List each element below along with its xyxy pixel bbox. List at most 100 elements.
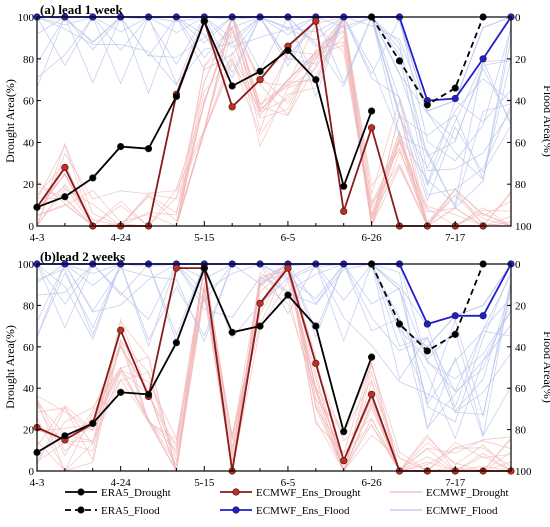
- x-tick-label: 7-17: [445, 232, 466, 244]
- panel-title: (b)lead 2 weeks: [40, 249, 125, 264]
- point-era5-drought: [89, 174, 97, 182]
- left-tick-label: 100: [18, 259, 35, 271]
- point-era5-drought: [228, 82, 236, 90]
- plot-frame: [36, 263, 512, 472]
- point-ecmwf-ens-drought: [284, 264, 292, 272]
- ensemble-flood-member: [36, 16, 512, 209]
- ensemble-flood-member: [36, 263, 512, 417]
- legend-item-ecmwf-ens-flood: ECMWF_Ens_Flood: [220, 505, 350, 517]
- point-ecmwf-ens-drought: [340, 457, 348, 465]
- main-series: [33, 260, 515, 475]
- left-tick-label: 20: [23, 425, 35, 437]
- right-tick-label: 100: [515, 221, 532, 233]
- main-series: [33, 13, 515, 230]
- legend-label: ECMWF_Flood: [426, 505, 498, 517]
- left-axis-label: Drought Area(%): [3, 79, 17, 163]
- point-ecmwf-ens-flood: [451, 94, 459, 103]
- ensemble-drought-member: [36, 15, 512, 227]
- point-era5-drought: [117, 142, 125, 151]
- left-tick-label: 40: [23, 383, 35, 395]
- right-tick-label: 40: [515, 96, 527, 108]
- right-tick-label: 80: [515, 179, 527, 191]
- left-tick-label: 80: [23, 300, 35, 312]
- point-era5-drought: [284, 46, 292, 55]
- point-ecmwf-ens-drought: [228, 103, 236, 111]
- point-ecmwf-ens-flood: [479, 55, 487, 63]
- ensemble-flood-member: [37, 263, 512, 405]
- left-tick-label: 0: [29, 466, 35, 478]
- left-tick-label: 60: [23, 96, 35, 108]
- point-era5-drought: [256, 322, 264, 330]
- point-era5-drought: [172, 92, 181, 101]
- right-tick-label: 60: [515, 383, 527, 395]
- point-era5-drought: [89, 419, 97, 427]
- legend-marker: [77, 506, 85, 514]
- point-era5-flood: [395, 57, 404, 65]
- point-ecmwf-ens-drought: [367, 390, 376, 399]
- x-tick-label: 7-17: [445, 477, 466, 489]
- legend-label: ECMWF_Drought: [426, 487, 509, 499]
- right-tick-label: 20: [515, 54, 527, 66]
- x-tick-label: 6-26: [362, 477, 383, 489]
- ensemble-drought-lines: [36, 15, 512, 228]
- point-ecmwf-ens-drought: [61, 163, 69, 172]
- ensemble-flood-member: [36, 16, 512, 157]
- ensemble-flood-member: [37, 16, 512, 141]
- ensemble-drought-member: [36, 15, 512, 227]
- point-era5-flood: [451, 84, 459, 92]
- ensemble-flood-lines: [36, 15, 512, 209]
- point-ecmwf-ens-drought: [340, 207, 348, 215]
- ensemble-drought-member: [36, 15, 512, 227]
- point-era5-flood: [451, 330, 459, 338]
- point-era5-drought: [144, 145, 153, 153]
- ensemble-flood-member: [37, 16, 512, 205]
- left-tick-label: 0: [29, 221, 35, 233]
- point-era5-drought: [340, 182, 348, 190]
- x-tick-label: 6-5: [281, 232, 296, 244]
- x-tick-label: 4-3: [30, 232, 45, 244]
- point-ecmwf-ens-flood: [451, 312, 459, 320]
- point-era5-drought: [367, 353, 376, 361]
- legend-label: ERA5_Flood: [101, 505, 160, 517]
- point-era5-drought: [61, 193, 69, 201]
- point-era5-drought: [367, 107, 376, 115]
- legend-item-ecmwf-ens-drought: ECMWF_Ens_Drought: [220, 487, 361, 499]
- point-era5-drought: [312, 322, 320, 330]
- x-tick-label: 4-3: [30, 477, 45, 489]
- legend: ERA5_Drought ERA5_Flood ECMWF_Ens_Drought E…: [65, 487, 509, 517]
- point-era5-drought: [200, 264, 208, 272]
- ensemble-flood-lines: [36, 263, 512, 440]
- x-tick-label: 6-26: [362, 232, 383, 244]
- x-tick-label: 4-24: [111, 232, 132, 244]
- right-tick-label: 60: [515, 137, 527, 149]
- left-tick-label: 40: [23, 137, 35, 149]
- left-tick-label: 80: [23, 54, 35, 66]
- left-tick-label: 60: [23, 342, 35, 354]
- x-tick-label: 5-15: [194, 232, 215, 244]
- panel-title: (a) lead 1 week: [40, 2, 123, 17]
- legend-item-ecmwf-flood: ECMWF_Flood: [390, 505, 498, 517]
- point-era5-drought: [284, 291, 292, 299]
- legend-item-era5-drought: ERA5_Drought: [65, 487, 171, 499]
- point-ecmwf-ens-drought: [312, 17, 320, 25]
- right-tick-label: 0: [515, 12, 521, 24]
- point-ecmwf-ens-flood: [479, 312, 487, 320]
- point-era5-drought: [228, 328, 236, 336]
- point-ecmwf-ens-flood: [423, 320, 431, 328]
- right-tick-label: 0: [515, 259, 521, 271]
- right-tick-label: 80: [515, 425, 527, 437]
- legend-label: ECMWF_Ens_Drought: [256, 487, 361, 499]
- x-tick-label: 4-24: [111, 477, 132, 489]
- point-era5-drought: [61, 432, 69, 440]
- point-ecmwf-ens-drought: [117, 326, 125, 334]
- series-ecmwf-ens-flood: [37, 16, 512, 102]
- point-era5-flood: [423, 347, 431, 355]
- ensemble-drought-member: [36, 16, 511, 227]
- point-era5-flood: [423, 101, 431, 109]
- point-era5-drought: [340, 428, 348, 436]
- x-tick-label: 6-5: [281, 477, 296, 489]
- series-era5-flood: [370, 16, 484, 107]
